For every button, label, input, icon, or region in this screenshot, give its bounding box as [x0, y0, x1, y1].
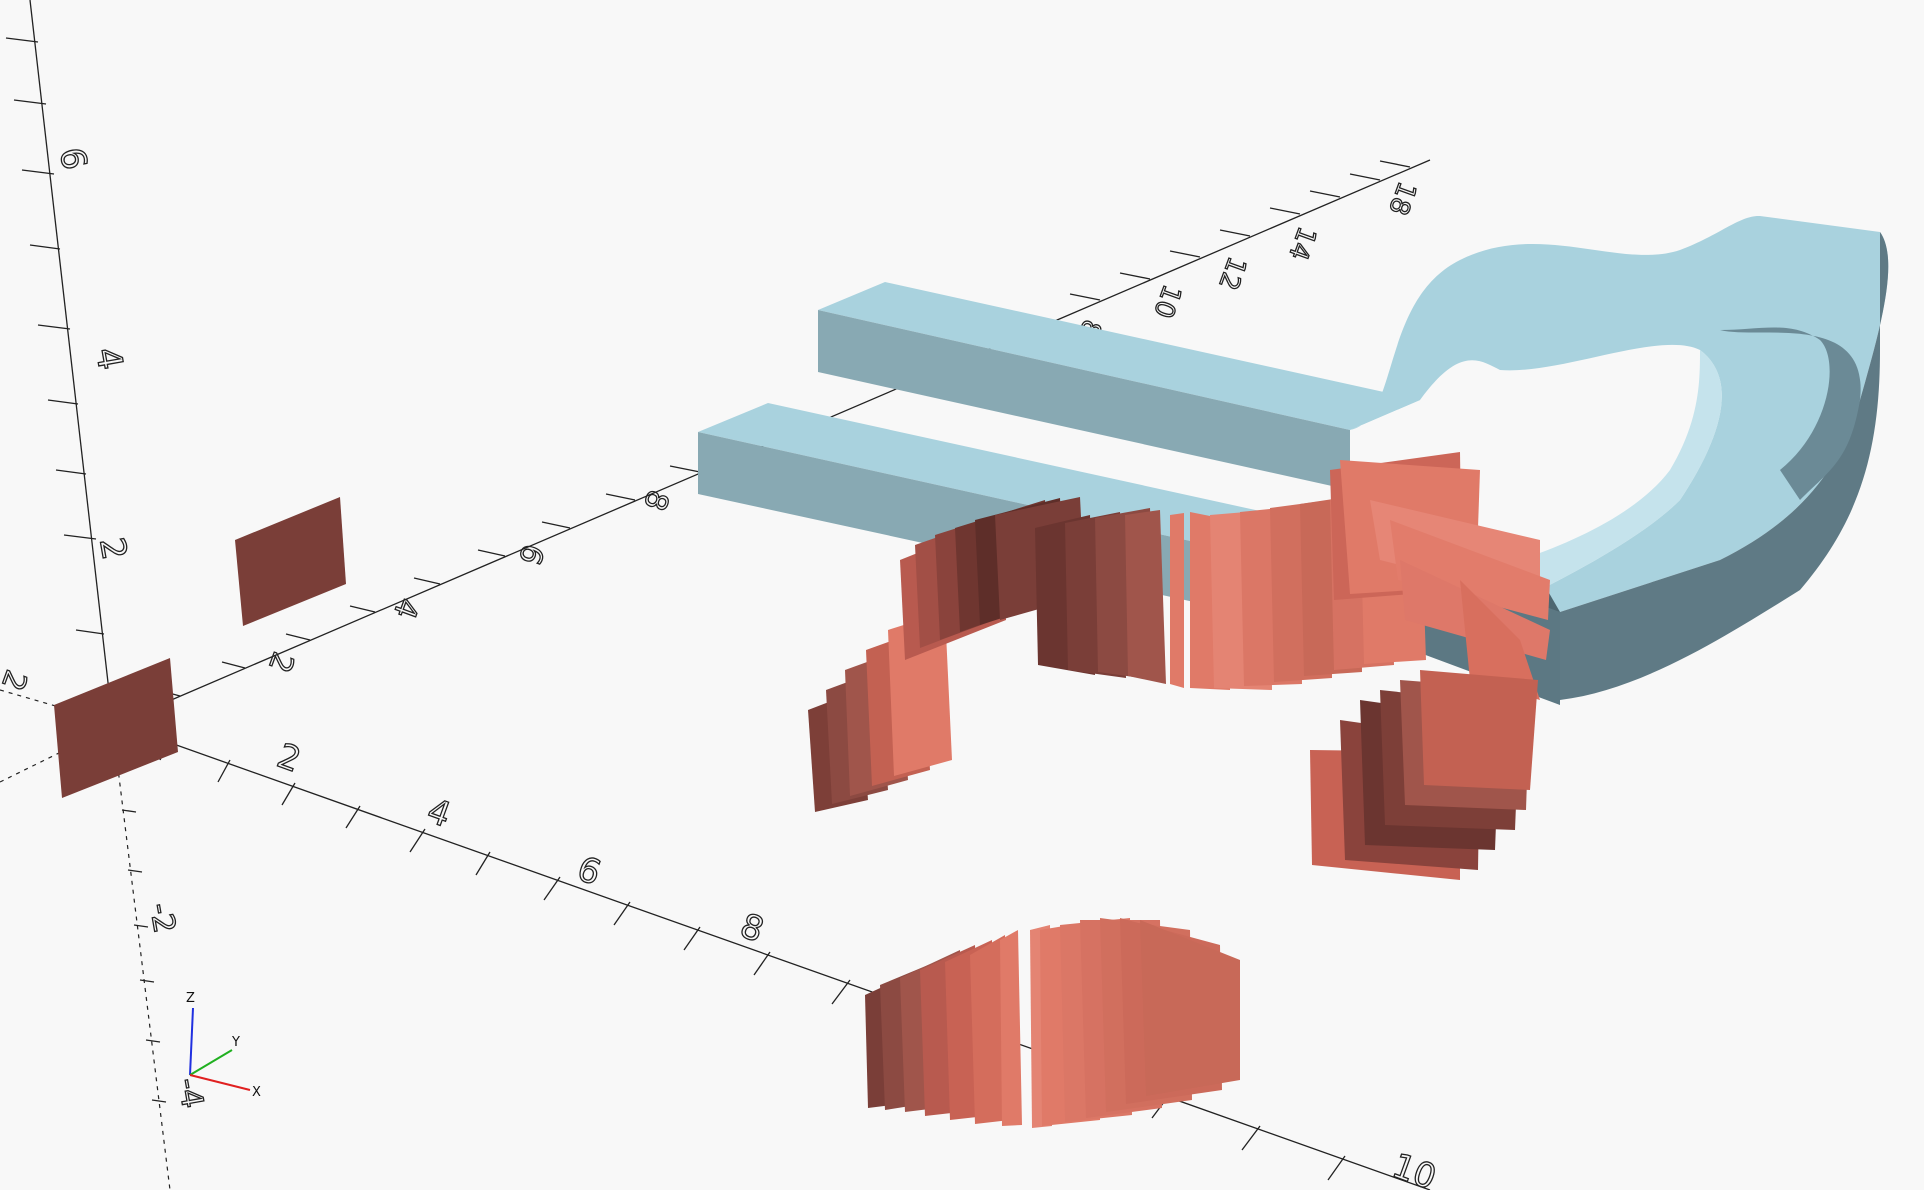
- gizmo-x-line: [189, 1074, 251, 1091]
- y-label-back-10: 10: [1147, 281, 1187, 322]
- x-label-6: 6: [572, 849, 606, 894]
- gizmo-x-label: X: [252, 1085, 261, 1100]
- z-label-6: 6: [51, 145, 94, 173]
- axis-gizmo: Z Y X: [186, 991, 261, 1100]
- pane-helix-lower[interactable]: [1310, 670, 1538, 880]
- z-label-2: 2: [91, 535, 134, 563]
- pane-single-top: [235, 497, 346, 626]
- z-label-neg4: -4: [170, 1075, 210, 1111]
- pane-single-bottom: [54, 658, 178, 798]
- pane-group-left[interactable]: [54, 497, 346, 798]
- x-label-4: 4: [422, 791, 456, 836]
- y-label-2: 2: [261, 647, 300, 677]
- z-label-neg2: -2: [142, 900, 182, 936]
- z-axis-negative: [111, 719, 171, 1190]
- gizmo-y-line: [189, 1049, 233, 1076]
- x-label-2: 2: [272, 736, 306, 781]
- pane-fan-bottom[interactable]: [865, 918, 1240, 1128]
- pane-helix-main[interactable]: [808, 452, 1550, 812]
- corner-label-2: 2: [0, 665, 33, 695]
- gizmo-y-label: Y: [231, 1035, 240, 1050]
- z-ticks: [5, 37, 167, 1103]
- z-axis: [29, 0, 111, 701]
- y-label-back-14: 14: [1282, 223, 1322, 264]
- x-label-8: 8: [735, 906, 769, 951]
- y-label-4: 4: [386, 593, 425, 623]
- gizmo-z-line: [189, 1007, 194, 1076]
- z-label-4: 4: [87, 345, 130, 373]
- y-label-back-18: 18: [1382, 178, 1422, 219]
- y-label-8: 8: [636, 485, 675, 515]
- y-label-back-12: 12: [1212, 253, 1252, 294]
- x-axis: [119, 724, 1431, 1190]
- gizmo-z-label: Z: [186, 991, 195, 1006]
- x-label-14: 10: [1387, 1146, 1441, 1190]
- y-label-6: 6: [511, 539, 550, 569]
